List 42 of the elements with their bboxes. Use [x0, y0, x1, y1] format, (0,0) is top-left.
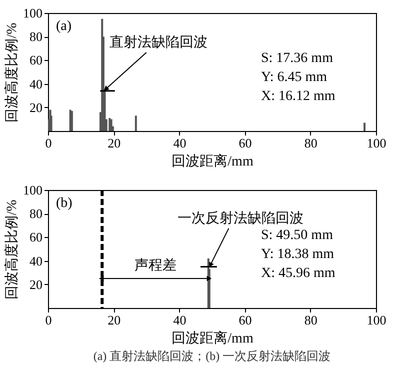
x-tick-label: 60: [238, 136, 252, 150]
y-tick-label: 40: [30, 76, 42, 92]
bar: [364, 122, 366, 131]
x-tick-label: 80: [304, 312, 318, 328]
x-tick-label: 60: [238, 312, 252, 328]
y-tick-label: 40: [30, 253, 42, 268]
x-tick-label: 40: [173, 312, 186, 328]
annotation: (b): [56, 196, 73, 211]
annotation: 直射法缺陷回波: [109, 34, 208, 51]
y-tick-label: 100: [23, 6, 42, 20]
bar: [108, 118, 111, 131]
y-tick-label: 20: [30, 276, 42, 292]
x-tick-label: 100: [366, 312, 386, 328]
x-tick-label: 20: [108, 136, 121, 150]
y-tick-label: 80: [30, 29, 42, 44]
bar: [134, 116, 137, 131]
annotation: 一次反射法缺陷回波: [178, 210, 304, 226]
y-axis-title: 回波高度比例/%: [4, 22, 20, 122]
y-tick-label: 100: [23, 182, 42, 198]
annotation: S: 49.50 mm: [261, 228, 334, 243]
y-tick-label: 60: [30, 230, 42, 245]
x-tick-label: 80: [304, 136, 318, 150]
x-axis-title: 回波距离/mm: [172, 154, 254, 170]
annotation: 声程差: [134, 258, 176, 274]
annotation: (a): [56, 19, 72, 34]
annotation: Y: 6.45 mm: [261, 70, 328, 85]
x-tick-label: 20: [108, 312, 121, 328]
annotation: S: 17.36 mm: [261, 51, 334, 66]
x-tick-label: 0: [45, 312, 52, 328]
x-tick-label: 0: [45, 136, 52, 150]
y-tick-label: 20: [30, 100, 42, 115]
y-tick-label: 60: [30, 52, 42, 68]
x-tick-label: 40: [173, 136, 186, 150]
x-axis-title: 回波距离/mm: [172, 330, 254, 346]
annotation: Y: 18.38 mm: [261, 247, 334, 262]
x-tick-label: 100: [366, 136, 386, 150]
annotation: X: 16.12 mm: [261, 89, 336, 104]
y-tick-label: 80: [30, 206, 42, 222]
y-axis-title: 回波高度比例/%: [4, 199, 20, 300]
annotation: X: 45.96 mm: [261, 266, 336, 281]
text: (a) 直射法缺陷回波；(b) 一次反射法缺陷回波: [93, 349, 331, 363]
bar: [110, 119, 112, 131]
